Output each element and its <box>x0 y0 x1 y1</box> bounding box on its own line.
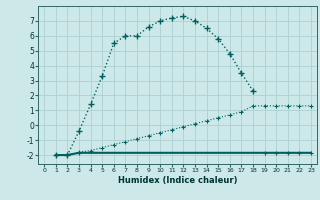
X-axis label: Humidex (Indice chaleur): Humidex (Indice chaleur) <box>118 176 237 185</box>
